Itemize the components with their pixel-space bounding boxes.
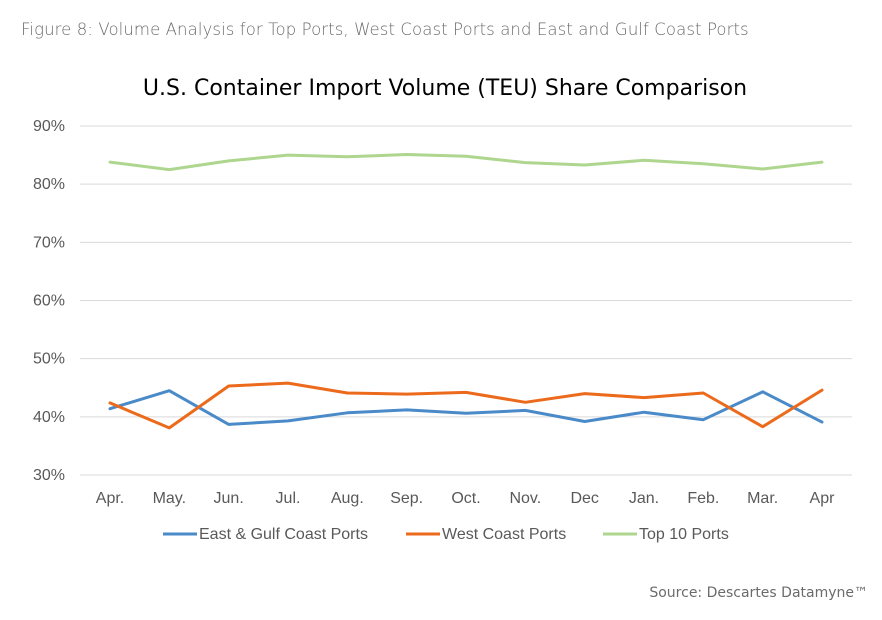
- x-tick-label: Apr.: [96, 490, 124, 507]
- series-line-0: [108, 389, 824, 426]
- x-tick-label: May.: [153, 490, 186, 507]
- series-line-1: [108, 381, 824, 430]
- y-tick-label: 40%: [33, 409, 65, 426]
- y-tick-label: 70%: [33, 234, 65, 251]
- x-tick-label: Mar.: [747, 490, 778, 507]
- x-tick-label: Jun.: [214, 490, 244, 507]
- x-axis-ticks: Apr. May. Jun. Jul. Aug. Sep. Oct. Nov. Dec Jan. F…: [96, 490, 835, 507]
- y-tick-label: 90%: [33, 118, 65, 135]
- source-note: Source: Descartes Datamyne™: [649, 585, 868, 601]
- legend-label: Top 10 Ports: [639, 526, 729, 543]
- x-tick-label: Aug.: [331, 490, 364, 507]
- gridlines: [80, 125, 852, 476]
- y-tick-label: 30%: [33, 467, 65, 484]
- x-tick-label: Feb.: [687, 490, 719, 507]
- figure-caption: Figure 8: Volume Analysis for Top Ports,…: [21, 20, 749, 39]
- x-tick-label: Nov.: [509, 490, 541, 507]
- series-lines: [108, 153, 824, 430]
- legend: East & Gulf Coast Ports West Coast Ports T…: [163, 526, 729, 543]
- y-tick-label: 60%: [33, 293, 65, 310]
- legend-label: East & Gulf Coast Ports: [199, 526, 368, 543]
- y-tick-label: 80%: [33, 176, 65, 193]
- x-tick-label: Oct.: [451, 490, 480, 507]
- chart-title: U.S. Container Import Volume (TEU) Share…: [142, 76, 748, 101]
- x-tick-label: Jan.: [629, 490, 659, 507]
- legend-label: West Coast Ports: [442, 526, 566, 543]
- series-line-2: [108, 153, 824, 172]
- x-tick-label: Sep.: [390, 490, 423, 507]
- y-tick-label: 50%: [33, 351, 65, 368]
- x-tick-label: Dec: [570, 490, 598, 507]
- y-axis-ticks: 30% 40% 50% 60% 70% 80% 90%: [33, 118, 65, 484]
- x-tick-label: Jul.: [276, 490, 301, 507]
- x-tick-label: Apr: [810, 490, 836, 507]
